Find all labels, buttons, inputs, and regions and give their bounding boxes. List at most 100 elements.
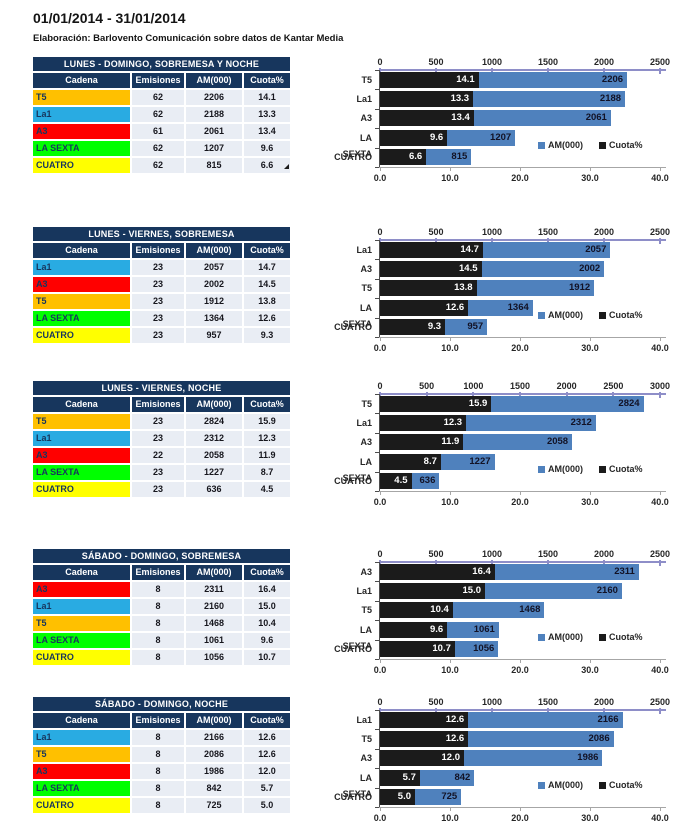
category-axis-tick [375, 337, 380, 338]
am-value-label: 1986 [577, 752, 599, 764]
bottom-axis-tick-label: 20.0 [511, 665, 529, 675]
am-value-label: 842 [454, 771, 471, 783]
table-title: LUNES - VIERNES, SOBREMESA [33, 227, 290, 241]
emisiones-cell: 8 [132, 616, 184, 631]
cuota-value-label: 13.3 [450, 92, 470, 104]
table-title: LUNES - VIERNES, NOCHE [33, 381, 290, 395]
top-axis-tick-label: 2500 [603, 381, 624, 391]
category-axis-tick [375, 748, 380, 750]
am-cell: 2058 [186, 448, 242, 463]
emisiones-cell: 62 [132, 107, 184, 122]
column-header: AM(000) [186, 73, 242, 88]
cadena-cell: T5 [33, 747, 130, 762]
category-axis-tick [375, 620, 380, 622]
legend-am-label: AM(000) [548, 310, 584, 320]
cuota-cell: 13.3 [244, 107, 290, 122]
top-axis-tick-label: 1000 [481, 697, 503, 707]
am-value-label: 2086 [588, 732, 610, 744]
top-axis-line [379, 393, 666, 395]
bottom-axis-tick-label: 40.0 [651, 497, 669, 507]
cuota-swatch-icon [599, 633, 607, 641]
top-axis-tick [547, 708, 549, 714]
category-axis-tick [375, 394, 380, 395]
bottom-axis-tick [380, 659, 381, 663]
bar-chart: 0 500 1000 1500 2000 2500 La1 2057 14.7 A3 2002 14.… [332, 227, 677, 357]
bottom-axis-tick-label: 20.0 [511, 497, 529, 507]
top-axis-tick [379, 708, 381, 714]
am-cell: 957 [186, 328, 242, 343]
bottom-axis-tick-label: 40.0 [651, 173, 669, 183]
am-cell: 2166 [186, 730, 242, 745]
column-header: Cadena [33, 713, 130, 728]
category-axis-tick [375, 491, 380, 492]
top-axis-tick [659, 68, 661, 74]
cuota-cell: 14.7 [244, 260, 290, 275]
category-axis-tick [375, 710, 380, 711]
top-axis-tick [612, 392, 615, 398]
am-cell: 2312 [186, 431, 242, 446]
cadena-cell: LA SEXTA [33, 633, 130, 648]
emisiones-cell: 8 [132, 747, 184, 762]
category-label: A3 [360, 437, 372, 448]
category-axis-line [379, 240, 380, 337]
bottom-axis-tick [590, 659, 591, 663]
emisiones-cell: 23 [132, 431, 184, 446]
cuota-bar: 13.3 [380, 90, 474, 107]
bottom-axis-tick-label: 10.0 [441, 813, 459, 823]
bottom-axis-tick [450, 167, 451, 171]
top-axis-tick-label: 500 [419, 381, 435, 391]
cuota-cell: 5.0 [244, 798, 290, 813]
bottom-axis-tick [450, 807, 451, 811]
column-header: AM(000) [186, 565, 242, 580]
cuota-value-label: 9.3 [427, 321, 442, 333]
am-cell: 2061 [186, 124, 242, 139]
column-header: AM(000) [186, 243, 242, 258]
cuota-bar: 12.6 [380, 299, 469, 316]
cadena-cell: A3 [33, 764, 130, 779]
top-axis-tick [472, 392, 475, 398]
cuota-value-label: 14.1 [456, 73, 475, 85]
cuota-bar: 16.4 [380, 563, 495, 580]
bottom-axis-tick-label: 30.0 [581, 497, 599, 507]
am-cell: 1207 [186, 141, 242, 156]
cuota-value-label: 10.7 [432, 643, 451, 655]
legend-am-item: AM(000) [538, 140, 583, 150]
bottom-axis-tick [380, 807, 381, 811]
column-header: Cuota% [244, 243, 290, 258]
cadena-cell: LA SEXTA [33, 465, 130, 480]
category-axis-tick [375, 471, 380, 473]
top-axis-tick-label: 500 [428, 697, 444, 707]
cuota-bar: 14.5 [380, 260, 482, 277]
top-axis-tick [565, 392, 568, 398]
top-axis-tick-label: 500 [428, 57, 444, 67]
legend-cuota-item: Cuota% [599, 780, 643, 790]
cadena-cell: LA SEXTA [33, 141, 130, 156]
cuota-swatch-icon [599, 465, 607, 473]
am-value-label: 1912 [569, 282, 591, 294]
am-cell: 2206 [186, 90, 242, 105]
category-axis-tick [375, 70, 380, 71]
am-cell: 2002 [186, 277, 242, 292]
top-axis-tick [379, 68, 381, 74]
category-label: A3 [360, 566, 372, 577]
cuota-value-label: 12.6 [445, 732, 465, 744]
bottom-axis-tick [450, 659, 451, 663]
bottom-axis-tick [520, 807, 521, 811]
bottom-axis-tick-label: 30.0 [581, 343, 599, 353]
top-axis-tick-label: 1000 [481, 57, 503, 67]
cadena-cell: La1 [33, 599, 130, 614]
top-axis-tick [659, 392, 661, 398]
cuota-cell: 12.6 [244, 747, 290, 762]
column-header: Cadena [33, 243, 130, 258]
cuota-bar: 9.6 [380, 129, 448, 146]
bottom-axis-line [379, 807, 666, 808]
bottom-axis-tick-label: 20.0 [511, 813, 529, 823]
top-axis-tick [379, 392, 381, 398]
legend-am-label: AM(000) [548, 140, 584, 150]
bottom-axis-tick-label: 20.0 [511, 343, 529, 353]
category-label: LA SEXTA [342, 456, 372, 483]
cuota-value-label: 11.9 [441, 436, 460, 448]
cadena-cell: La1 [33, 260, 130, 275]
bottom-axis-tick [520, 491, 521, 495]
cadena-cell: T5 [33, 616, 130, 631]
